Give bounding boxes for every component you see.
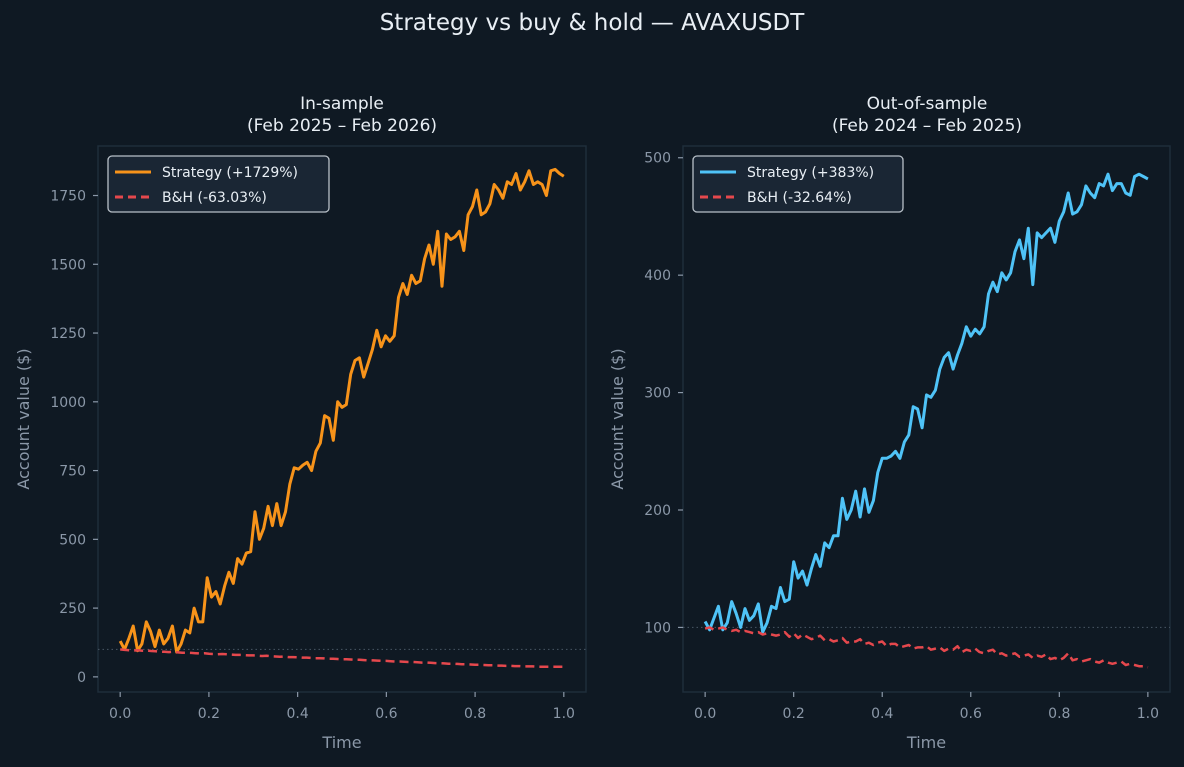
right-xtick-label: 0.2 xyxy=(783,706,805,722)
left-legend: Strategy (+1729%) B&H (-63.03%) xyxy=(107,155,330,213)
right-ytick-label: 500 xyxy=(644,151,671,167)
left-ytick-label: 1750 xyxy=(50,189,86,205)
left-ytick-label: 750 xyxy=(59,464,86,480)
right-legend-box xyxy=(692,155,904,213)
left-xaxis-label: Time xyxy=(321,733,361,752)
left-legend-label: B&H (-63.03%) xyxy=(162,190,267,206)
left-ytick-label: 0 xyxy=(77,670,86,686)
left-panel-title-line1: In-sample xyxy=(300,94,384,114)
left-bh-line xyxy=(120,648,564,668)
right-axes-frame xyxy=(682,145,1171,693)
right-ytick-label: 300 xyxy=(644,386,671,402)
right-xtick-label: 0.4 xyxy=(871,706,893,722)
left-legend-box xyxy=(107,155,330,213)
left-panel-title: In-sample (Feb 2025 – Feb 2026) xyxy=(98,93,586,137)
right-xtick-label: 0.8 xyxy=(1048,706,1070,722)
left-ytick-label: 1000 xyxy=(50,395,86,411)
right-panel: 100 200 300 400 500 0.0 0.2 0.4 0.6 0.8 1.0 Time Acc… xyxy=(608,145,1171,752)
right-legend-label: Strategy (+383%) xyxy=(747,165,874,181)
right-xtick-label: 0.6 xyxy=(960,706,982,722)
left-yaxis-label: Account value ($) xyxy=(14,348,33,489)
right-panel-title: Out-of-sample (Feb 2024 – Feb 2025) xyxy=(683,93,1171,137)
left-xtick-label: 0.4 xyxy=(287,706,309,722)
right-yaxis-label: Account value ($) xyxy=(608,348,627,489)
left-xtick-label: 0.6 xyxy=(375,706,397,722)
right-ytick-label: 200 xyxy=(644,503,671,519)
left-ytick-label: 1500 xyxy=(50,257,86,273)
left-xtick-label: 0.2 xyxy=(198,706,220,722)
right-legend-label: B&H (-32.64%) xyxy=(747,190,852,206)
right-legend: Strategy (+383%) B&H (-32.64%) xyxy=(692,155,904,213)
left-ytick-label: 500 xyxy=(59,532,86,548)
right-bh-line xyxy=(704,626,1149,669)
left-xtick-label: 0.0 xyxy=(109,706,131,722)
left-xtick-label: 0.8 xyxy=(464,706,486,722)
right-panel-title-line2: (Feb 2024 – Feb 2025) xyxy=(831,116,1023,136)
right-panel-title-line1: Out-of-sample xyxy=(866,94,988,114)
left-panel: 0 250 500 750 1000 1250 1500 1750 0.0 0.2 0.4 0.6 0.… xyxy=(14,145,587,752)
right-strategy-line xyxy=(703,172,1149,634)
right-xtick-label: 0.0 xyxy=(694,706,716,722)
left-ytick-label: 1250 xyxy=(50,326,86,342)
figure-title: Strategy vs buy & hold — AVAXUSDT xyxy=(379,10,805,36)
left-axes-frame xyxy=(97,145,587,693)
right-xtick-label: 1.0 xyxy=(1137,706,1159,722)
left-panel-title-line2: (Feb 2025 – Feb 2026) xyxy=(246,116,438,136)
left-strategy-line xyxy=(118,167,565,654)
right-ytick-label: 100 xyxy=(644,620,671,636)
left-legend-label: Strategy (+1729%) xyxy=(162,165,298,181)
left-ytick-label: 250 xyxy=(59,601,86,617)
right-xaxis-label: Time xyxy=(906,733,946,752)
left-xtick-label: 1.0 xyxy=(553,706,575,722)
right-ytick-label: 400 xyxy=(644,268,671,284)
